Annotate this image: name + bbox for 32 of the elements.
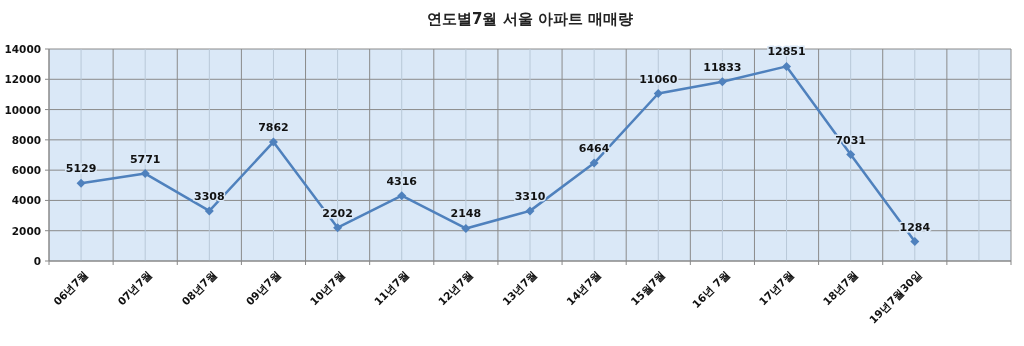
y-tick-label: 2000 xyxy=(11,224,41,237)
data-label: 7862 xyxy=(258,120,289,134)
point xyxy=(204,206,214,216)
point xyxy=(333,223,343,233)
point xyxy=(717,77,727,87)
point xyxy=(76,178,86,188)
data-label: 2148 xyxy=(450,207,482,221)
data-label: 5129 xyxy=(65,162,97,176)
point xyxy=(461,223,471,233)
chart-title: 연도별7월 서울 아파트 매매량 xyxy=(426,10,634,28)
data-label: 11833 xyxy=(703,60,742,74)
point xyxy=(910,237,920,247)
y-tick-label: 8000 xyxy=(11,133,41,146)
point xyxy=(653,89,663,99)
data-label: 11060 xyxy=(639,72,678,86)
point xyxy=(397,191,407,201)
point xyxy=(140,169,150,179)
y-tick-label: 12000 xyxy=(4,73,41,86)
y-tick-label: 6000 xyxy=(11,164,41,177)
data-label: 5771 xyxy=(129,152,161,166)
point xyxy=(268,137,278,147)
data-label: 4316 xyxy=(386,174,418,188)
y-tick-label: 4000 xyxy=(11,194,41,207)
y-tick-label: 0 xyxy=(33,255,41,267)
point xyxy=(525,206,535,216)
point xyxy=(589,158,599,168)
point xyxy=(782,61,792,71)
data-label: 3310 xyxy=(514,189,546,203)
y-tick-label: 10000 xyxy=(4,103,41,116)
data-label: 12851 xyxy=(767,45,806,59)
point xyxy=(846,150,856,160)
y-tick-label: 14000 xyxy=(4,43,41,55)
